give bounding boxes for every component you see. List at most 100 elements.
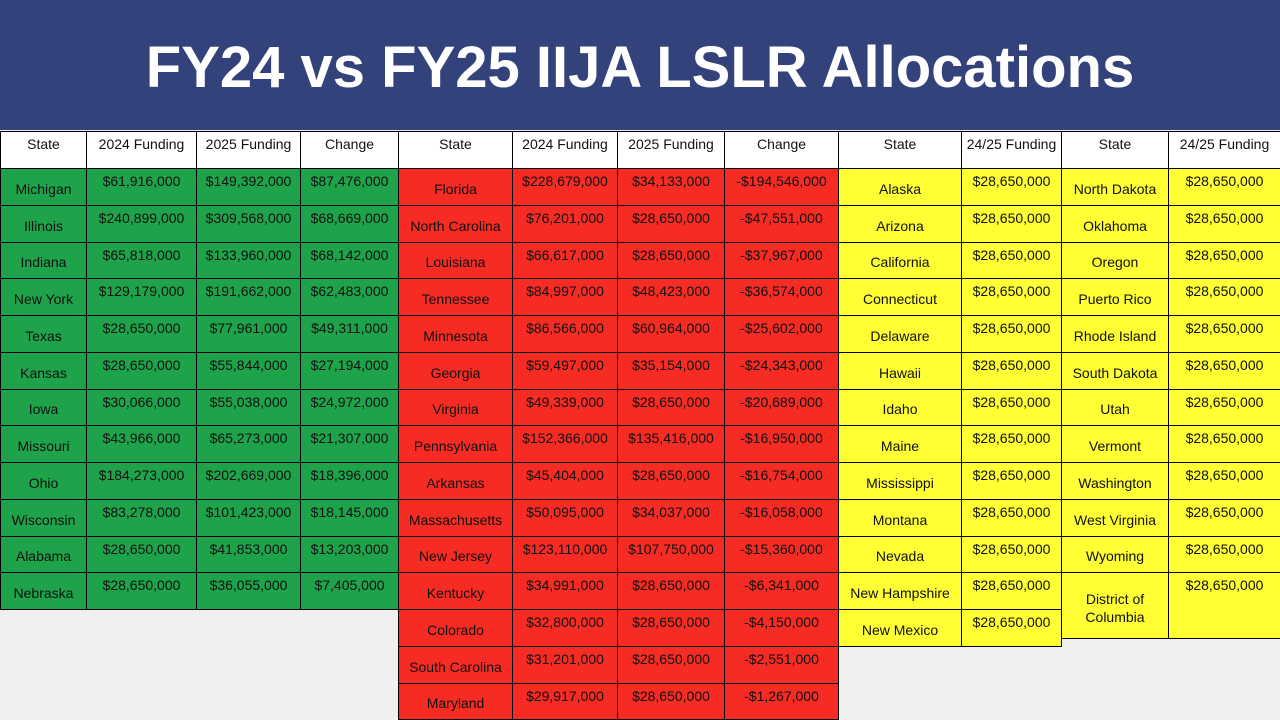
funding-cell: $21,307,000 <box>300 425 399 463</box>
column-header: 24/25 Funding <box>1168 131 1280 169</box>
column-header: 2025 Funding <box>617 131 725 169</box>
column-header: State <box>0 131 87 169</box>
state-cell: Michigan <box>0 168 87 206</box>
funding-cell: $28,650,000 <box>961 535 1062 574</box>
funding-cell: $123,110,000 <box>512 535 618 574</box>
state-cell: Vermont <box>1061 425 1169 463</box>
funding-cell: $202,669,000 <box>196 462 301 500</box>
funding-cell: $83,278,000 <box>86 498 197 537</box>
funding-cell: $28,650,000 <box>1168 425 1280 463</box>
funding-cell: $28,650,000 <box>1168 462 1280 500</box>
funding-cell: $55,844,000 <box>196 351 301 390</box>
funding-cell: -$15,360,000 <box>724 535 839 574</box>
state-cell: New Jersey <box>398 535 513 574</box>
funding-cell: -$194,546,000 <box>724 168 839 206</box>
state-cell: Pennsylvania <box>398 425 513 463</box>
state-cell: Missouri <box>0 425 87 463</box>
state-cell: Arkansas <box>398 462 513 500</box>
funding-cell: $28,650,000 <box>1168 315 1280 353</box>
funding-cell: $41,853,000 <box>196 535 301 574</box>
column-header: State <box>1061 131 1169 169</box>
funding-cell: -$36,574,000 <box>724 278 839 316</box>
funding-cell: $28,650,000 <box>961 462 1062 500</box>
funding-cell: $68,669,000 <box>300 204 399 243</box>
state-cell: Montana <box>838 498 962 537</box>
funding-cell: $27,194,000 <box>300 351 399 390</box>
funding-cell: $28,650,000 <box>617 572 725 610</box>
funding-cell: -$16,058,000 <box>724 498 839 537</box>
funding-cell: $129,179,000 <box>86 278 197 316</box>
funding-cell: $28,650,000 <box>617 204 725 243</box>
funding-cell: -$25,602,000 <box>724 315 839 353</box>
funding-cell: $36,055,000 <box>196 572 301 610</box>
funding-cell: $62,483,000 <box>300 278 399 316</box>
funding-cell: $28,650,000 <box>961 425 1062 463</box>
funding-cell: $68,142,000 <box>300 241 399 280</box>
funding-cell: $28,650,000 <box>1168 241 1280 280</box>
funding-cell: $61,916,000 <box>86 168 197 206</box>
state-cell: Ohio <box>0 462 87 500</box>
state-cell: Texas <box>0 315 87 353</box>
state-cell: California <box>838 241 962 280</box>
column-header: 24/25 Funding <box>961 131 1062 169</box>
funding-cell: $28,650,000 <box>1168 535 1280 574</box>
funding-cell: $28,650,000 <box>961 241 1062 280</box>
funding-cell: $45,404,000 <box>512 462 618 500</box>
funding-cell: $28,650,000 <box>1168 572 1280 640</box>
state-cell: North Dakota <box>1061 168 1169 206</box>
state-cell: Hawaii <box>838 351 962 390</box>
state-cell: Delaware <box>838 315 962 353</box>
funding-cell: $29,917,000 <box>512 682 618 720</box>
funding-cell: $28,650,000 <box>961 278 1062 316</box>
funding-cell: $240,899,000 <box>86 204 197 243</box>
column-header: 2025 Funding <box>196 131 301 169</box>
funding-cell: $30,066,000 <box>86 388 197 427</box>
state-cell: Iowa <box>0 388 87 427</box>
state-cell: Utah <box>1061 388 1169 427</box>
funding-cell: -$37,967,000 <box>724 241 839 280</box>
funding-cell: $76,201,000 <box>512 204 618 243</box>
state-cell: District of Columbia <box>1061 572 1169 640</box>
funding-cell: $43,966,000 <box>86 425 197 463</box>
funding-cell: $32,800,000 <box>512 609 618 647</box>
funding-cell: $28,650,000 <box>961 498 1062 537</box>
state-cell: New York <box>0 278 87 316</box>
state-cell: Connecticut <box>838 278 962 316</box>
state-cell: South Carolina <box>398 645 513 684</box>
funding-cell: -$20,689,000 <box>724 388 839 427</box>
funding-cell: $60,964,000 <box>617 315 725 353</box>
funding-cell: -$47,551,000 <box>724 204 839 243</box>
funding-cell: $50,095,000 <box>512 498 618 537</box>
state-cell: Oregon <box>1061 241 1169 280</box>
funding-cell: $28,650,000 <box>1168 351 1280 390</box>
funding-cell: $28,650,000 <box>1168 498 1280 537</box>
state-cell: Illinois <box>0 204 87 243</box>
funding-cell: -$24,343,000 <box>724 351 839 390</box>
funding-cell: $66,617,000 <box>512 241 618 280</box>
state-cell: Nebraska <box>0 572 87 610</box>
funding-cell: $28,650,000 <box>1168 278 1280 316</box>
funding-cell: $49,339,000 <box>512 388 618 427</box>
funding-cell: $28,650,000 <box>617 388 725 427</box>
funding-cell: $84,997,000 <box>512 278 618 316</box>
funding-cell: $135,416,000 <box>617 425 725 463</box>
state-cell: West Virginia <box>1061 498 1169 537</box>
funding-cell: $28,650,000 <box>961 204 1062 243</box>
state-cell: Kansas <box>0 351 87 390</box>
funding-cell: $28,650,000 <box>617 682 725 720</box>
funding-cell: $28,650,000 <box>961 572 1062 610</box>
state-cell: Arizona <box>838 204 962 243</box>
state-cell: Colorado <box>398 609 513 647</box>
state-cell: Kentucky <box>398 572 513 610</box>
state-cell: North Carolina <box>398 204 513 243</box>
title-banner <box>0 0 1280 130</box>
funding-cell: $149,392,000 <box>196 168 301 206</box>
funding-cell: $34,991,000 <box>512 572 618 610</box>
funding-cell: -$16,950,000 <box>724 425 839 463</box>
funding-cell: $48,423,000 <box>617 278 725 316</box>
state-cell: Tennessee <box>398 278 513 316</box>
state-cell: New Hampshire <box>838 572 962 610</box>
funding-cell: $24,972,000 <box>300 388 399 427</box>
column-header: State <box>838 131 962 169</box>
